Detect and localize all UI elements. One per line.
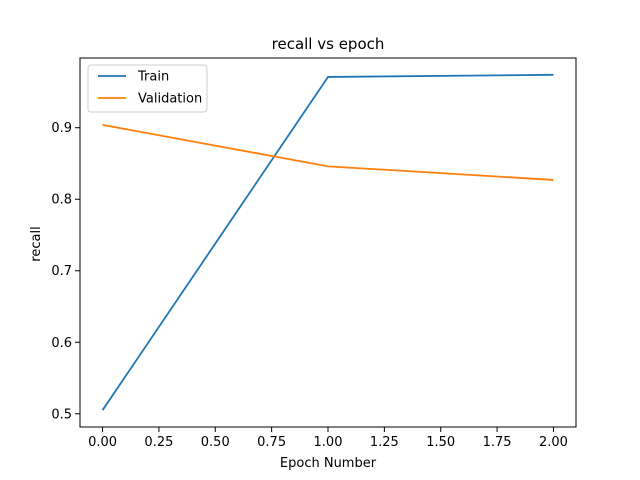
series-line-validation bbox=[102, 123, 554, 181]
x-tick-label: 0.75 bbox=[257, 435, 286, 450]
x-tick-label: 1.00 bbox=[314, 435, 343, 450]
legend-label-validation: Validation bbox=[138, 92, 202, 107]
y-tick-label: 0.6 bbox=[51, 336, 72, 351]
x-tick-label: 1.75 bbox=[483, 435, 512, 450]
x-axis-title: Epoch Number bbox=[280, 456, 377, 471]
y-axis-title: recall bbox=[29, 226, 44, 261]
x-tick-label: 0.25 bbox=[144, 435, 173, 450]
y-tick-label: 0.9 bbox=[51, 121, 72, 136]
x-tick-label: 0.00 bbox=[88, 435, 117, 450]
series-line-train bbox=[101, 73, 554, 411]
y-tick-label: 0.7 bbox=[51, 264, 72, 279]
x-tick-label: 1.25 bbox=[370, 435, 399, 450]
y-tick-label: 0.8 bbox=[51, 193, 72, 208]
chart-title: recall vs epoch bbox=[272, 35, 385, 53]
x-tick-label: 2.00 bbox=[539, 435, 568, 450]
y-tick-label: 0.5 bbox=[51, 407, 72, 422]
x-tick-label: 0.50 bbox=[201, 435, 230, 450]
legend-label-train: Train bbox=[137, 70, 169, 85]
x-tick-label: 1.50 bbox=[426, 435, 455, 450]
legend: Train Validation bbox=[87, 64, 208, 113]
